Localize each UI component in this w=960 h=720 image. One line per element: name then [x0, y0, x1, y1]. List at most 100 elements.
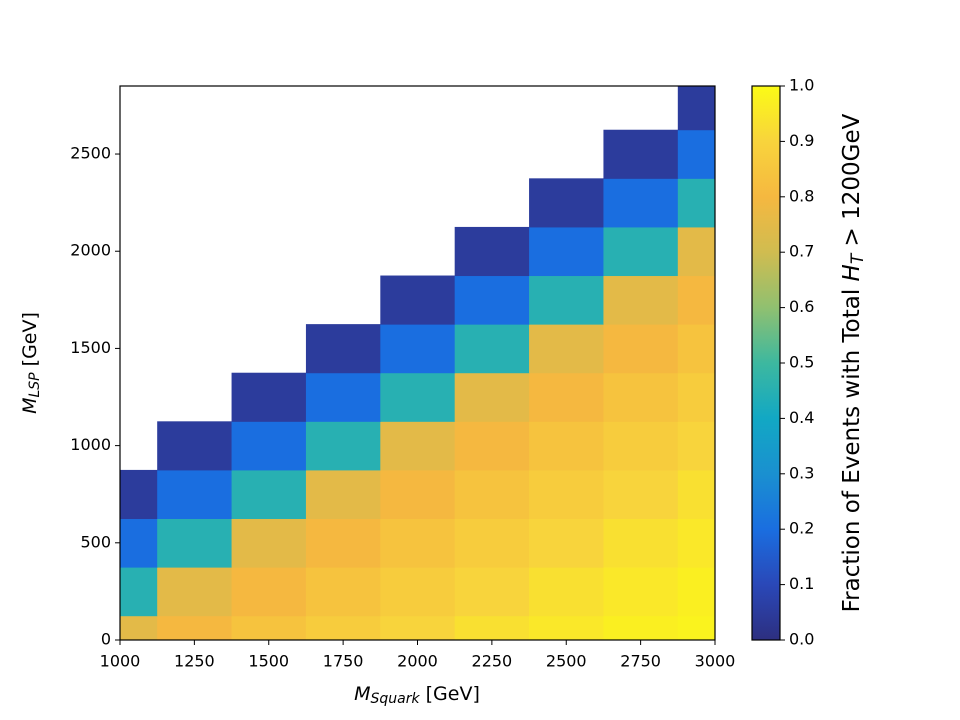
heat-cell — [231, 615, 307, 640]
heat-cell — [380, 469, 456, 520]
colorbar-tick-label: 0.4 — [789, 408, 814, 427]
x-label-main: M — [354, 683, 370, 705]
heat-cell — [231, 372, 307, 422]
heat-cell — [157, 421, 233, 471]
heat-cell — [454, 615, 530, 640]
heat-cell — [305, 324, 381, 374]
heat-cell — [120, 469, 158, 520]
heat-cell — [231, 518, 307, 568]
heat-cell — [454, 567, 530, 617]
heat-cell — [305, 421, 381, 471]
heat-cell — [380, 372, 456, 422]
y-tick-label: 1000 — [70, 435, 111, 454]
x-tick-label: 1500 — [248, 652, 289, 671]
x-tick-label: 2000 — [397, 652, 438, 671]
heat-cell — [231, 421, 307, 471]
heat-cell — [529, 567, 604, 617]
heat-cell — [603, 178, 679, 228]
heat-cell — [603, 129, 679, 179]
heat-cell — [677, 567, 715, 617]
heat-cell — [603, 567, 679, 617]
heat-cell — [529, 324, 604, 374]
heat-cell — [677, 226, 715, 277]
heat-cell — [305, 615, 381, 640]
heat-cell — [120, 615, 158, 640]
heat-cell — [157, 615, 233, 640]
heat-cell — [529, 178, 604, 228]
heat-cell — [529, 615, 604, 640]
heat-cell — [380, 615, 456, 640]
x-tick-label: 3000 — [695, 652, 736, 671]
colorbar-tick-label: 0.6 — [789, 297, 814, 316]
colorbar-tick-label: 0.3 — [789, 463, 814, 482]
colorbar — [751, 85, 781, 641]
heatmap — [120, 86, 715, 640]
colorbar-label-var: H — [839, 264, 865, 281]
colorbar-tick-label: 0.5 — [789, 353, 814, 372]
heat-cell — [677, 615, 715, 640]
heat-cell — [529, 372, 604, 422]
x-label-rest: [GeV] — [420, 683, 480, 705]
y-label-rest: [GeV] — [19, 312, 41, 372]
heat-cell — [677, 275, 715, 325]
heat-cell — [529, 275, 604, 325]
heat-cell — [157, 469, 233, 520]
x-tick-label: 1250 — [174, 652, 215, 671]
heat-cell — [529, 469, 604, 520]
heat-cell — [677, 518, 715, 568]
x-axis-label: MSquark [GeV] — [354, 683, 480, 708]
heat-cell — [305, 567, 381, 617]
heat-cell — [305, 469, 381, 520]
heat-cell — [677, 324, 715, 374]
colorbar-label-rest: > 1200GeV — [839, 113, 865, 253]
heat-cell — [380, 567, 456, 617]
heat-cell — [603, 469, 679, 520]
heat-cell — [380, 421, 456, 471]
heat-cell — [603, 372, 679, 422]
heat-cell — [603, 275, 679, 325]
x-label-sub: Squark — [371, 691, 421, 707]
colorbar-tick-label: 0.0 — [789, 630, 814, 649]
heat-cell — [454, 372, 530, 422]
heat-cell — [380, 275, 456, 325]
heat-cell — [677, 469, 715, 520]
colorbar-tick-label: 0.8 — [789, 186, 814, 205]
heat-cell — [380, 324, 456, 374]
heat-cell — [305, 372, 381, 422]
y-tick-label: 2000 — [70, 241, 111, 260]
y-tick-label: 500 — [80, 532, 111, 551]
heat-cell — [677, 129, 715, 179]
heat-cell — [454, 469, 530, 520]
y-label-sub: LSP — [27, 372, 43, 398]
heat-cell — [120, 567, 158, 617]
heat-cell — [231, 567, 307, 617]
x-tick-label: 2250 — [472, 652, 513, 671]
heat-cell — [677, 86, 715, 131]
heat-cell — [231, 469, 307, 520]
heat-cell — [603, 324, 679, 374]
colorbar-tick-label: 0.1 — [789, 574, 814, 593]
heat-cell — [380, 518, 456, 568]
y-tick-label: 2500 — [70, 144, 111, 163]
heat-cell — [454, 421, 530, 471]
colorbar-label: Fraction of Events with Total HT > 1200G… — [839, 113, 869, 612]
heat-cell — [454, 275, 530, 325]
y-tick-label: 1500 — [70, 338, 111, 357]
heat-cell — [603, 615, 679, 640]
heat-cell — [454, 324, 530, 374]
heat-cell — [305, 518, 381, 568]
heat-cell — [454, 518, 530, 568]
heat-cell — [603, 518, 679, 568]
heat-cell — [529, 421, 604, 471]
x-tick-label: 2750 — [620, 652, 661, 671]
x-tick-label: 2500 — [546, 652, 587, 671]
heat-cell — [529, 226, 604, 277]
colorbar-tick-label: 0.2 — [789, 519, 814, 538]
heat-cell — [529, 518, 604, 568]
x-tick-label: 1750 — [323, 652, 364, 671]
heat-cell — [157, 518, 233, 568]
colorbar-tick-label: 0.9 — [789, 131, 814, 150]
y-tick-label: 0 — [101, 630, 111, 649]
heat-cell — [677, 421, 715, 471]
